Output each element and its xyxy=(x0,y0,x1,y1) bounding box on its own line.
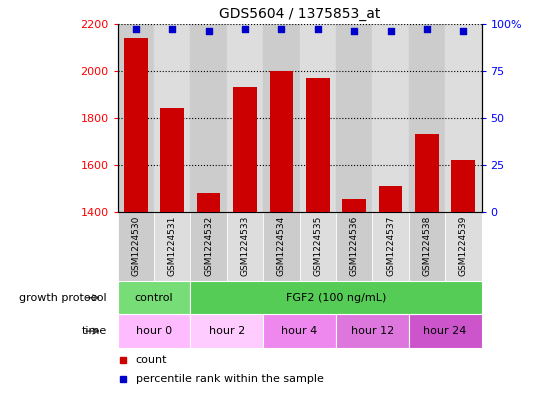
Text: hour 24: hour 24 xyxy=(423,326,467,336)
Bar xyxy=(190,212,227,281)
Bar xyxy=(379,186,402,393)
Bar xyxy=(372,24,409,212)
Text: hour 4: hour 4 xyxy=(281,326,318,336)
Bar xyxy=(197,193,220,393)
Point xyxy=(277,26,286,32)
Bar xyxy=(154,24,190,212)
Point xyxy=(132,26,140,32)
Bar xyxy=(263,314,336,348)
Bar xyxy=(445,24,482,212)
Bar xyxy=(263,24,300,212)
Bar xyxy=(118,314,190,348)
Text: hour 2: hour 2 xyxy=(209,326,245,336)
Bar xyxy=(372,212,409,281)
Bar xyxy=(118,281,190,314)
Bar xyxy=(124,38,148,393)
Bar xyxy=(190,281,482,314)
Bar xyxy=(409,212,445,281)
Point xyxy=(423,26,431,32)
Text: GSM1224534: GSM1224534 xyxy=(277,216,286,276)
Bar xyxy=(227,24,263,212)
Bar xyxy=(306,78,330,393)
Bar xyxy=(409,314,482,348)
Text: GSM1224537: GSM1224537 xyxy=(386,216,395,276)
Text: GSM1224538: GSM1224538 xyxy=(423,216,431,276)
Bar xyxy=(415,134,439,393)
Text: control: control xyxy=(135,293,173,303)
Bar xyxy=(300,24,336,212)
Text: GSM1224536: GSM1224536 xyxy=(350,216,358,276)
Bar xyxy=(154,212,190,281)
Text: GSM1224535: GSM1224535 xyxy=(314,216,322,276)
Bar xyxy=(263,212,300,281)
Bar xyxy=(190,314,263,348)
Bar xyxy=(409,24,445,212)
Point xyxy=(204,28,213,34)
Bar xyxy=(300,212,336,281)
Text: time: time xyxy=(82,326,107,336)
Title: GDS5604 / 1375853_at: GDS5604 / 1375853_at xyxy=(219,7,380,21)
Text: GSM1224531: GSM1224531 xyxy=(168,216,177,276)
Bar xyxy=(342,199,366,393)
Bar xyxy=(336,314,409,348)
Text: hour 12: hour 12 xyxy=(351,326,394,336)
Bar xyxy=(445,212,482,281)
Text: GSM1224532: GSM1224532 xyxy=(204,216,213,276)
Bar xyxy=(190,24,227,212)
Text: count: count xyxy=(135,355,167,365)
Point xyxy=(241,26,249,32)
Text: GSM1224530: GSM1224530 xyxy=(132,216,140,276)
Bar xyxy=(270,71,293,393)
Bar xyxy=(336,24,372,212)
Bar xyxy=(336,212,372,281)
Bar xyxy=(227,212,263,281)
Bar xyxy=(233,87,257,393)
Point xyxy=(168,26,177,32)
Text: GSM1224539: GSM1224539 xyxy=(459,216,468,276)
Bar xyxy=(452,160,475,393)
Bar xyxy=(118,24,154,212)
Bar xyxy=(118,212,154,281)
Text: GSM1224533: GSM1224533 xyxy=(241,216,249,276)
Bar xyxy=(160,108,184,393)
Point xyxy=(350,28,358,34)
Text: FGF2 (100 ng/mL): FGF2 (100 ng/mL) xyxy=(286,293,386,303)
Point xyxy=(459,28,468,34)
Text: growth protocol: growth protocol xyxy=(19,293,107,303)
Point xyxy=(386,28,395,34)
Text: percentile rank within the sample: percentile rank within the sample xyxy=(135,375,323,384)
Text: hour 0: hour 0 xyxy=(136,326,172,336)
Point xyxy=(314,26,322,32)
